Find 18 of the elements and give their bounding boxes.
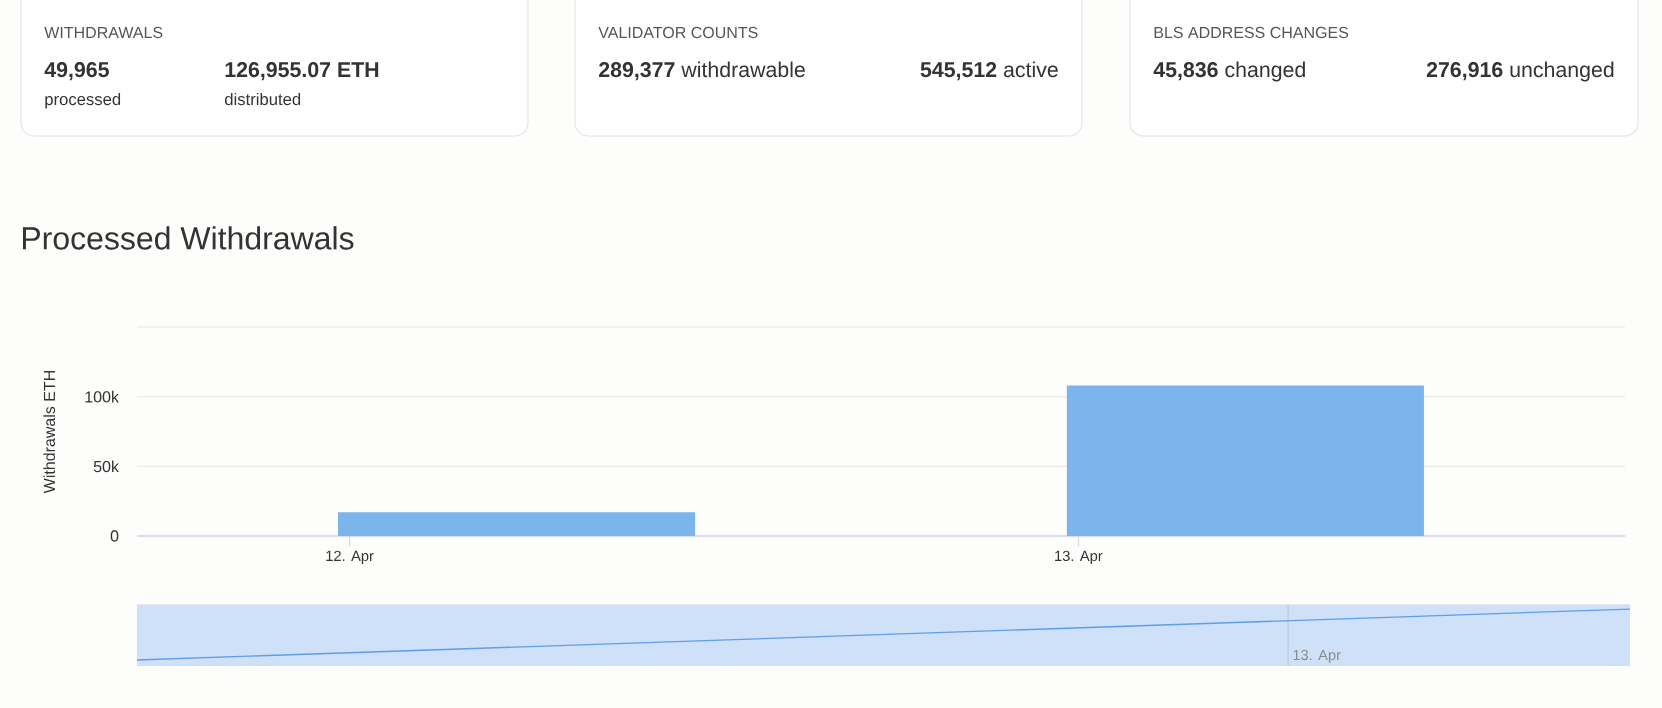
text: 126,955.07 ETH	[225, 62, 379, 81]
y-tick-label: 100k	[85, 390, 119, 403]
text: 49,965	[44, 62, 109, 81]
y-tick-label: 0	[110, 530, 119, 542]
text: distributed	[224, 92, 301, 106]
annotation: 13. Apr	[1293, 649, 1341, 664]
text: VALIDATOR COUNTS	[598, 26, 758, 39]
text: 289,377 withdrawable	[599, 61, 805, 81]
y-axis-title: Withdrawals ETH	[43, 371, 56, 494]
text: 45,836 changed	[1153, 61, 1305, 82]
text: 545,512 active	[920, 61, 1058, 81]
text: BLS ADDRESS CHANGES	[1154, 26, 1349, 39]
x-tick-label: 12. Apr	[326, 550, 374, 564]
text: 276,916 unchanged	[1426, 61, 1614, 82]
text: processed	[45, 92, 121, 109]
y-tick-label: 50k	[93, 460, 119, 473]
text: WITHDRAWALS	[44, 26, 163, 39]
chart-title: Processed Withdrawals	[22, 226, 354, 250]
